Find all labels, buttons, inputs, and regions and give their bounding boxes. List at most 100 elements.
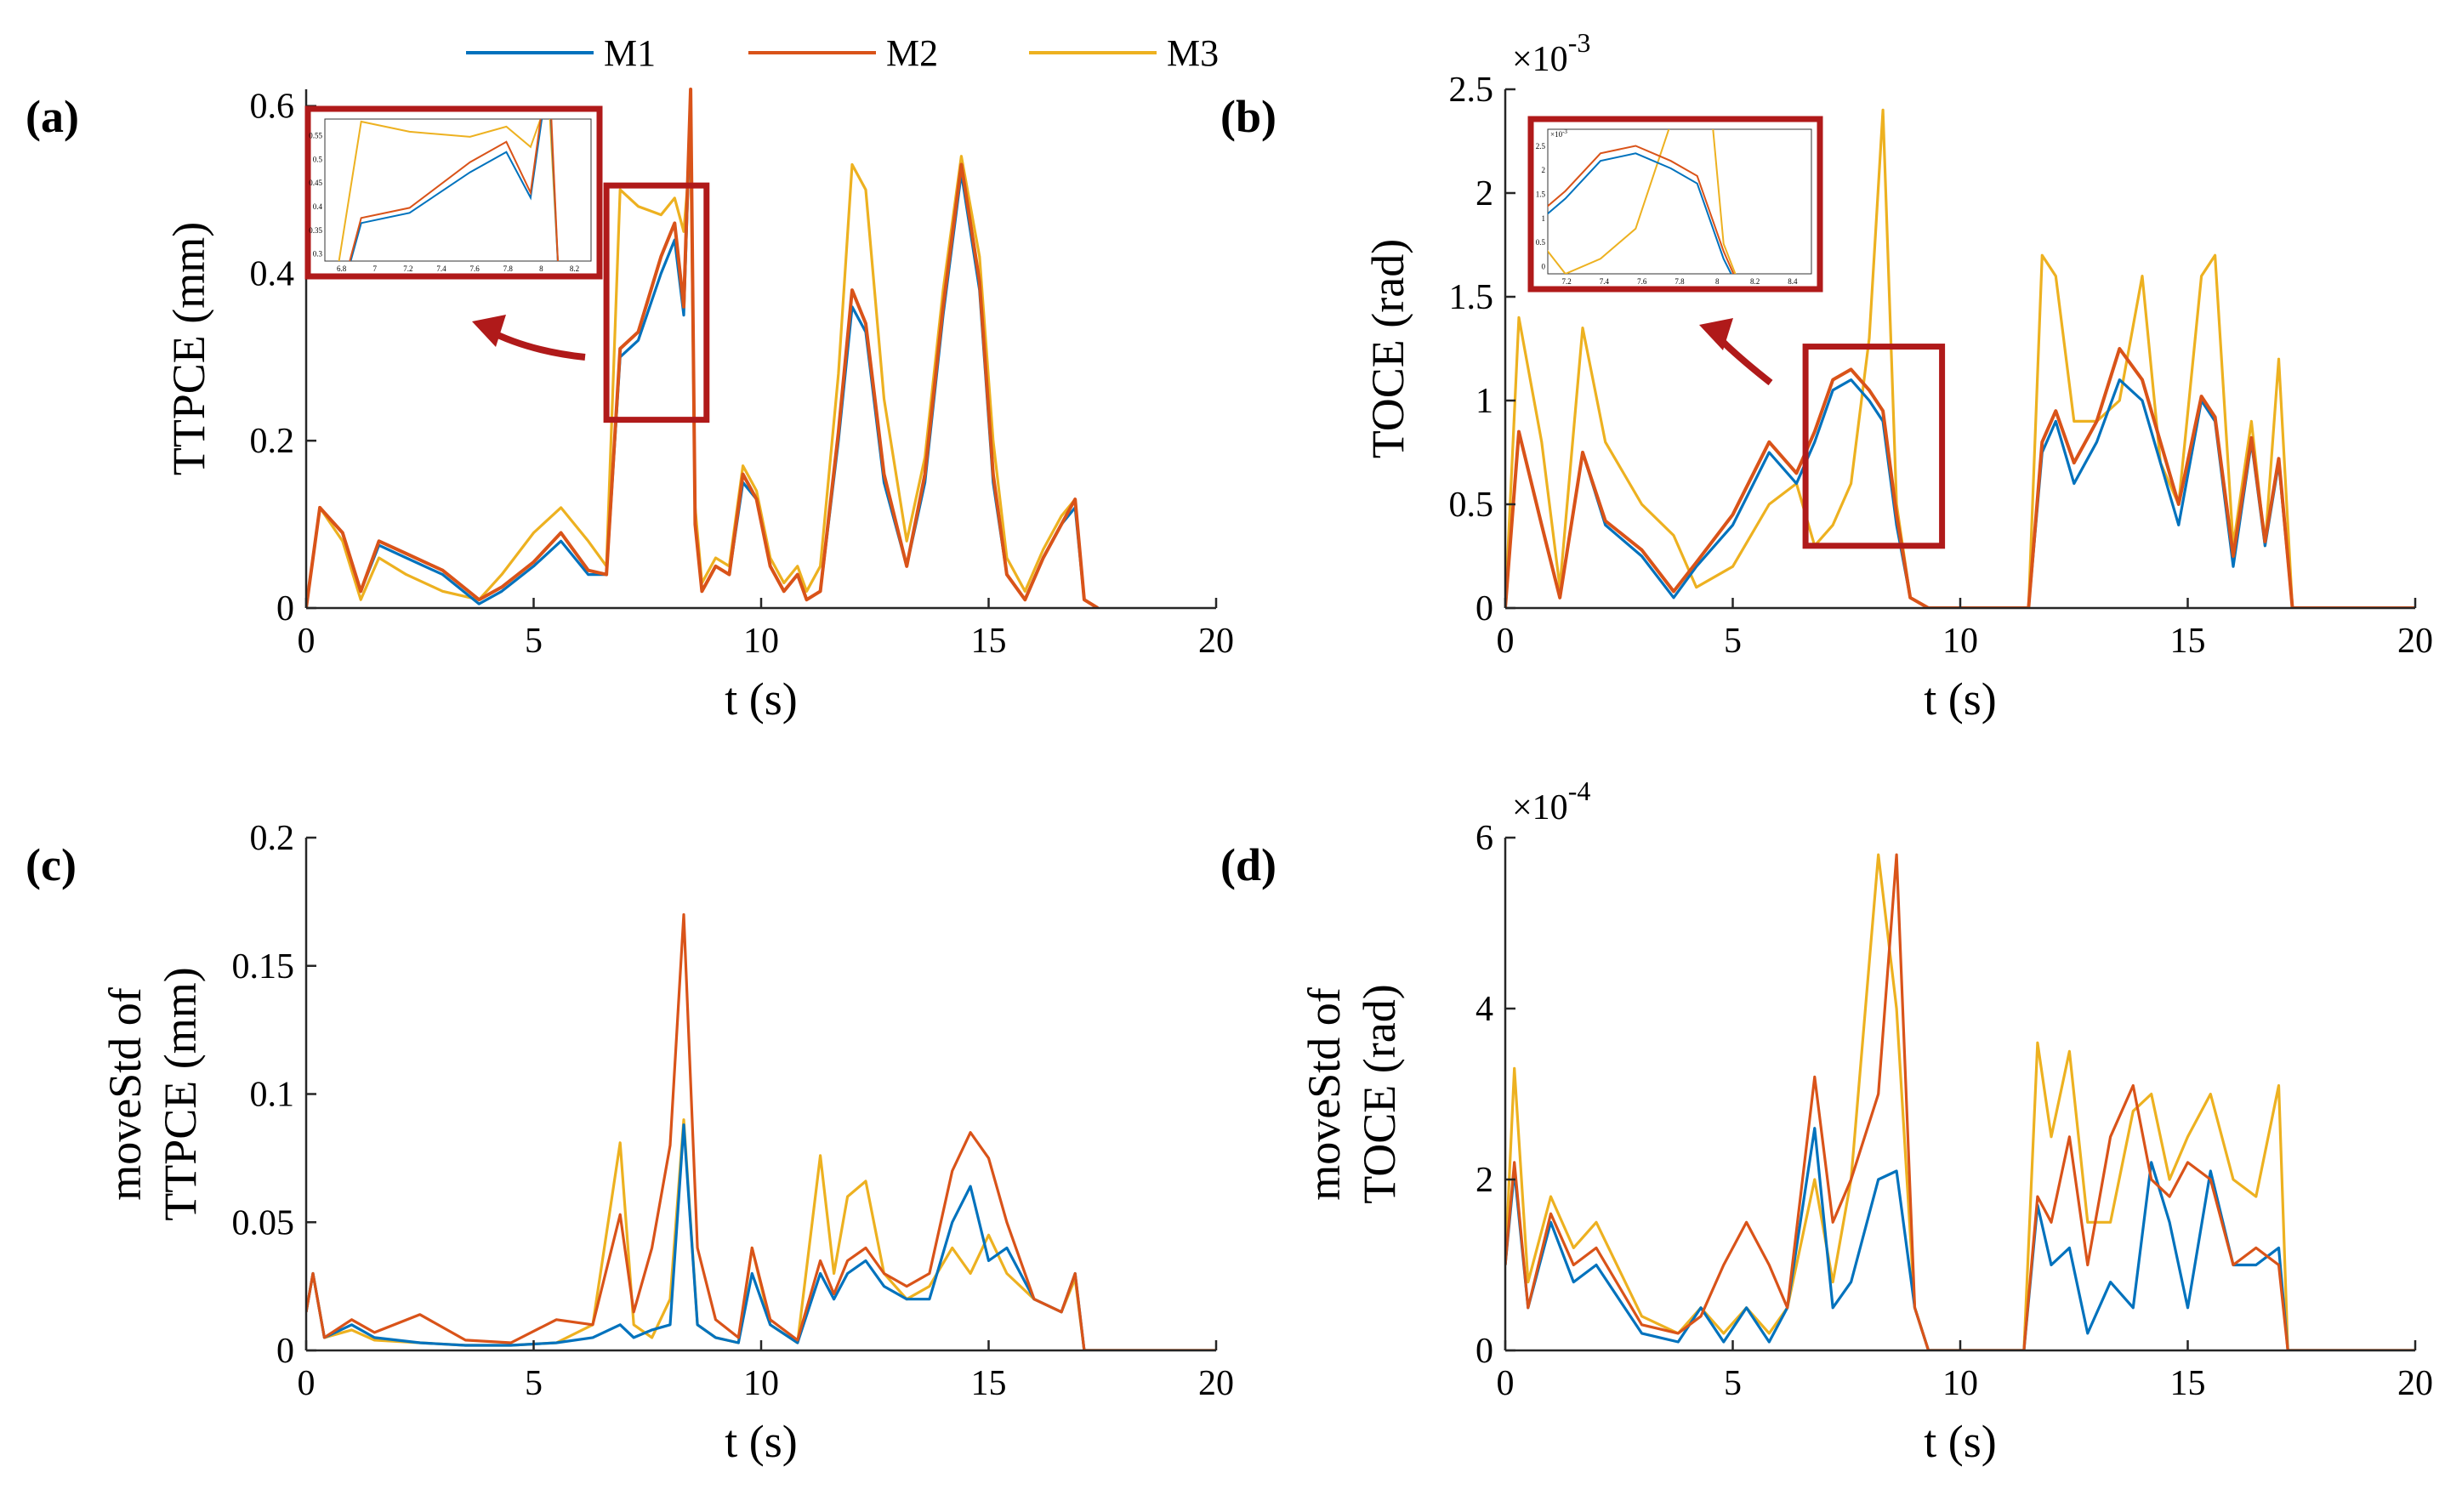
x-tick-label-c: 5 bbox=[525, 1364, 543, 1403]
inset-x-tick-a: 7.4 bbox=[436, 264, 446, 273]
zoom-box-b bbox=[1802, 344, 1946, 549]
legend-item-m3: M3 bbox=[1029, 32, 1219, 74]
inset-x-tick-a: 8.2 bbox=[570, 264, 579, 273]
inset-a: 6.8 7 7.2 7.4 7.6 7.8 8 8.2 0.3 0.35 0.4 0.45 0.5 0.5… bbox=[304, 105, 603, 280]
series-line-b-m1 bbox=[1505, 378, 2415, 608]
inset-x-tick-b: 8 bbox=[1715, 277, 1720, 286]
y-axis-label-b: TOCE (rad) bbox=[1362, 239, 1413, 458]
series-group-a bbox=[306, 88, 1099, 608]
y-axis-label-c: moveStd of bbox=[100, 987, 151, 1201]
zoom-box-a bbox=[603, 182, 710, 423]
y-tick-label-a: 0 bbox=[276, 589, 294, 628]
inset-x-tick-b: 7.6 bbox=[1637, 277, 1647, 286]
legend-label-m1: M1 bbox=[604, 32, 656, 74]
inset-y-tick-b: 2 bbox=[1542, 166, 1546, 174]
panel-d: (d) 0 5 10 15 20 0 2 4 6 ×10-4 t (s) moveStd of TOCE … bbox=[1220, 776, 2433, 1467]
series-group-d bbox=[1505, 853, 2415, 1350]
panel-label-b: (b) bbox=[1220, 91, 1276, 142]
x-tick-label-a: 15 bbox=[971, 622, 1007, 661]
y-tick-label-a: 0.6 bbox=[250, 88, 295, 127]
inset-x-tick-b: 7.8 bbox=[1675, 277, 1685, 286]
x-axis-label-d: t (s) bbox=[1924, 1416, 1996, 1467]
inset-axes-b bbox=[1547, 128, 1812, 275]
y-axis-label2-c: TTPCE (mm) bbox=[155, 967, 206, 1220]
x-tick-label-c: 0 bbox=[298, 1364, 316, 1403]
inset-axes-a bbox=[324, 118, 592, 262]
y-tick-label-b: 2 bbox=[1475, 174, 1493, 213]
x-tick-label-b: 10 bbox=[1942, 622, 1978, 661]
y-tick-label-b: 1 bbox=[1475, 382, 1493, 421]
y-tick-label-d: 6 bbox=[1475, 819, 1493, 858]
series-group-c bbox=[306, 912, 1216, 1350]
x-tick-label-a: 5 bbox=[525, 622, 543, 661]
inset-x-tick-b: 7.2 bbox=[1562, 277, 1572, 286]
y-tick-label-b: 0.5 bbox=[1449, 486, 1494, 525]
inset-x-tick-a: 8 bbox=[539, 264, 543, 273]
y-axis-label-d: moveStd of bbox=[1299, 987, 1350, 1201]
inset-x-tick-a: 7.2 bbox=[403, 264, 412, 273]
inset-frame-b bbox=[1527, 116, 1823, 293]
inset-y-tick-b: 0.5 bbox=[1536, 238, 1546, 247]
x-tick-label-b: 0 bbox=[1497, 622, 1515, 661]
inset-y-tick-a: 0.45 bbox=[309, 179, 322, 187]
inset-x-tick-a: 7 bbox=[372, 264, 377, 273]
x-tick-label-c: 10 bbox=[743, 1364, 779, 1403]
x-axis-label-a: t (s) bbox=[725, 674, 797, 725]
y-axis-label2-d: TOCE (rad) bbox=[1354, 984, 1405, 1203]
inset-y-tick-b: 1 bbox=[1542, 214, 1546, 223]
series-line-d-m1 bbox=[1505, 1127, 2415, 1350]
series-line-c-m1 bbox=[306, 1123, 1216, 1350]
y-tick-label-d: 4 bbox=[1475, 990, 1493, 1029]
y-tick-label-b: 2.5 bbox=[1449, 71, 1494, 110]
panel-a: (a) 0 5 10 15 20 0 0.2 0.4 0.6 t (s) TTPCE (mm) 6.8 7… bbox=[26, 88, 1234, 725]
panel-label-d: (d) bbox=[1220, 839, 1276, 890]
inset-x-tick-b: 8.2 bbox=[1750, 277, 1760, 286]
panel-c: (c) 0 5 10 15 20 0 0.05 0.1 0.15 0.2 t (s) moveStd o… bbox=[26, 819, 1234, 1467]
x-tick-label-b: 15 bbox=[2170, 622, 2206, 661]
x-tick-label-a: 0 bbox=[298, 622, 316, 661]
legend-item-m2: M2 bbox=[748, 32, 938, 74]
inset-x-tick-a: 7.8 bbox=[503, 264, 514, 273]
y-tick-label-a: 0.2 bbox=[250, 422, 295, 461]
y-tick-label-c: 0.1 bbox=[250, 1076, 295, 1115]
zoom-arrow-a bbox=[486, 327, 586, 361]
legend-label-m2: M2 bbox=[886, 32, 938, 74]
zoom-arrow-head-b bbox=[1699, 318, 1733, 350]
y-tick-label-a: 0.4 bbox=[250, 254, 295, 293]
legend-item-m1: M1 bbox=[466, 32, 656, 74]
zoom-arrow-head-a bbox=[472, 315, 506, 347]
x-axis-label-c: t (s) bbox=[725, 1416, 797, 1467]
inset-x-tick-a: 6.8 bbox=[337, 264, 347, 273]
inset-y-tick-a: 0.4 bbox=[313, 202, 323, 211]
series-line-d-m2 bbox=[1505, 853, 2415, 1350]
x-tick-label-d: 10 bbox=[1942, 1364, 1978, 1403]
series-group-b bbox=[1505, 108, 2415, 608]
y-tick-label-c: 0.05 bbox=[232, 1203, 295, 1242]
inset-y-tick-b: 2.5 bbox=[1536, 142, 1546, 151]
y-tick-label-d: 2 bbox=[1475, 1161, 1493, 1200]
x-tick-label-d: 0 bbox=[1497, 1364, 1515, 1403]
inset-y-tick-a: 0.3 bbox=[313, 250, 323, 259]
inset-b: 7.2 7.4 7.6 7.8 8 8.2 8.400.511.522.5×10-3 bbox=[1527, 116, 1823, 293]
y-tick-label-b: 1.5 bbox=[1449, 278, 1494, 317]
inset-x-tick-b: 7.4 bbox=[1600, 277, 1610, 286]
legend: M1 M2 M3 bbox=[466, 32, 1219, 74]
inset-y-tick-b: 0 bbox=[1542, 263, 1546, 271]
series-line-a-m2 bbox=[306, 88, 1099, 608]
y-tick-label-c: 0.2 bbox=[250, 819, 295, 858]
x-axis-label-b: t (s) bbox=[1924, 674, 1996, 725]
y-tick-label-b: 0 bbox=[1475, 589, 1493, 628]
x-tick-label-d: 5 bbox=[1724, 1364, 1742, 1403]
x-tick-label-a: 20 bbox=[1198, 622, 1234, 661]
inset-x-tick-b: 8.4 bbox=[1788, 277, 1798, 286]
panel-label-a: (a) bbox=[26, 91, 79, 142]
y-exponent-b: ×10-3 bbox=[1512, 27, 1590, 79]
x-tick-label-c: 15 bbox=[971, 1364, 1007, 1403]
inset-y-tick-b: 1.5 bbox=[1536, 190, 1546, 199]
y-axis-label-a: TTPCE (mm) bbox=[163, 222, 214, 475]
x-tick-label-c: 20 bbox=[1198, 1364, 1234, 1403]
x-tick-label-d: 20 bbox=[2397, 1364, 2433, 1403]
inset-y-tick-a: 0.35 bbox=[309, 226, 322, 235]
